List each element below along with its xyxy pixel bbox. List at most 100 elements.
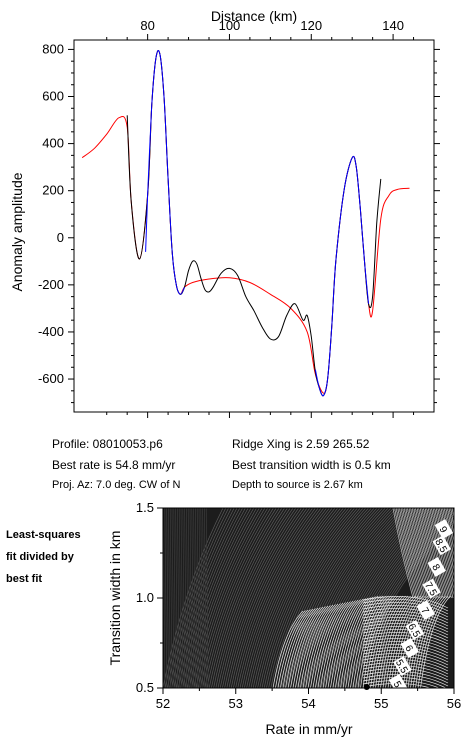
projection-azimuth-text: Proj. Az: 7.0 deg. CW of N xyxy=(52,479,181,491)
misfit-contour-line xyxy=(312,602,344,688)
misfit-contour-line xyxy=(281,508,375,688)
contour-label-text: 5 xyxy=(391,679,404,690)
misfit-contour-line xyxy=(292,508,389,688)
anomaly-x-axis-label: Distance (km) xyxy=(211,8,297,24)
contour-caption: Least-squares fit divided by best fit xyxy=(6,524,81,590)
misfit-contour-line xyxy=(362,635,449,648)
misfit-contour-line xyxy=(335,598,366,688)
misfit-contour-line xyxy=(312,508,414,688)
misfit-contour-line xyxy=(202,508,205,688)
misfit-contour-line xyxy=(327,508,434,688)
contour-label-background xyxy=(405,619,425,640)
misfit-contour-line xyxy=(171,508,235,688)
misfit-contour-line xyxy=(246,508,330,688)
misfit-contour-line xyxy=(226,508,305,688)
misfit-contour-line xyxy=(382,595,414,688)
misfit-contour-line xyxy=(399,508,420,599)
misfit-contour-line xyxy=(377,595,409,688)
misfit-contour-line xyxy=(173,508,177,688)
ridge-crossing-text: Ridge Xing is 2.59 265.52 xyxy=(232,437,370,451)
misfit-contour-line xyxy=(362,605,449,618)
misfit-contour-line xyxy=(182,508,186,688)
misfit-contour-line xyxy=(332,508,439,688)
misfit-contour-line xyxy=(402,508,423,599)
misfit-contour-line xyxy=(362,683,432,688)
misfit-contour-line xyxy=(164,508,168,688)
misfit-contour-line xyxy=(263,508,353,688)
misfit-contour-line xyxy=(285,608,316,688)
misfit-contour-line xyxy=(193,508,196,688)
misfit-contour-line xyxy=(450,508,454,528)
misfit-contour-line xyxy=(362,595,394,688)
misfit-contour-line xyxy=(424,508,446,599)
misfit-contour-line xyxy=(168,508,171,688)
misfit-contour-line xyxy=(204,508,207,688)
misfit-contour-line xyxy=(288,508,383,688)
misfit-contour-line xyxy=(380,595,411,688)
anomaly-y-tick-label: -400 xyxy=(38,324,64,339)
contour-value-label: 8 xyxy=(427,556,446,577)
misfit-contour-line xyxy=(204,508,277,688)
misfit-contour-line xyxy=(357,595,389,688)
misfit-contour-line xyxy=(200,508,204,688)
misfit-contour-line xyxy=(362,659,449,672)
contour-caption-line: best fit xyxy=(6,573,43,585)
misfit-contour-line xyxy=(443,508,454,559)
misfit-contour-line xyxy=(189,508,193,688)
misfit-contour-line xyxy=(372,595,404,688)
fit-window-line xyxy=(145,50,185,295)
misfit-contour-line xyxy=(362,677,447,688)
anomaly-x-tick-label: 120 xyxy=(300,18,322,33)
contour-x-axis-label: Rate in mm/yr xyxy=(265,721,352,737)
anomaly-y-tick-label: -200 xyxy=(38,277,64,292)
misfit-contour-line xyxy=(302,604,334,688)
misfit-contour-line xyxy=(186,508,189,688)
misfit-contour-line xyxy=(215,508,291,688)
anomaly-y-tick-label: -600 xyxy=(38,371,64,386)
misfit-contour-line xyxy=(275,610,306,688)
misfit-contour-line xyxy=(412,595,444,688)
misfit-contour-line xyxy=(197,508,269,688)
misfit-contour-line xyxy=(362,680,441,688)
anomaly-y-tick-label: 600 xyxy=(42,89,64,104)
misfit-contour-line xyxy=(206,508,280,688)
misfit-contour-line xyxy=(175,508,241,688)
misfit-contour-line xyxy=(310,603,341,688)
misfit-contour-line xyxy=(283,508,378,688)
misfit-contour-line xyxy=(219,508,297,688)
depth-to-source-text: Depth to source is 2.67 km xyxy=(232,479,363,491)
misfit-contour-line xyxy=(280,609,311,688)
observed-profile-line xyxy=(126,50,382,397)
misfit-contour-line xyxy=(191,508,195,688)
misfit-contour-line xyxy=(395,508,417,599)
misfit-contour-line xyxy=(334,508,442,688)
contour-label-text: 7 xyxy=(418,606,431,617)
anomaly-y-axis-label: Anomaly amplitude xyxy=(9,172,25,291)
misfit-contour-line xyxy=(415,595,446,688)
misfit-contour-line xyxy=(292,606,324,688)
misfit-contour-line xyxy=(362,599,449,612)
contour-label-background xyxy=(434,519,454,540)
contour-label-background xyxy=(422,578,441,599)
contour-label-background xyxy=(416,600,435,621)
misfit-contour-line xyxy=(272,508,364,688)
misfit-contour-line xyxy=(241,508,325,688)
misfit-contour-line xyxy=(362,662,449,675)
anomaly-y-tick-label: 800 xyxy=(42,41,64,56)
contour-label-background xyxy=(388,673,408,694)
misfit-contour-line xyxy=(421,508,443,599)
misfit-contour-line xyxy=(362,632,449,645)
misfit-contour-line xyxy=(437,508,454,585)
misfit-contour-line xyxy=(189,508,257,688)
contour-label-text: 9 xyxy=(437,525,450,536)
misfit-contour-line xyxy=(287,607,319,688)
misfit-contour-line xyxy=(290,508,386,688)
misfit-contour-line xyxy=(290,607,321,688)
misfit-contour-line xyxy=(191,508,260,688)
misfit-contour-line xyxy=(186,508,255,688)
misfit-contour-line xyxy=(315,602,346,688)
misfit-contour-line xyxy=(370,595,401,688)
misfit-contour-line xyxy=(392,508,414,599)
misfit-contour-line xyxy=(208,508,283,688)
misfit-contour-line xyxy=(200,508,271,688)
